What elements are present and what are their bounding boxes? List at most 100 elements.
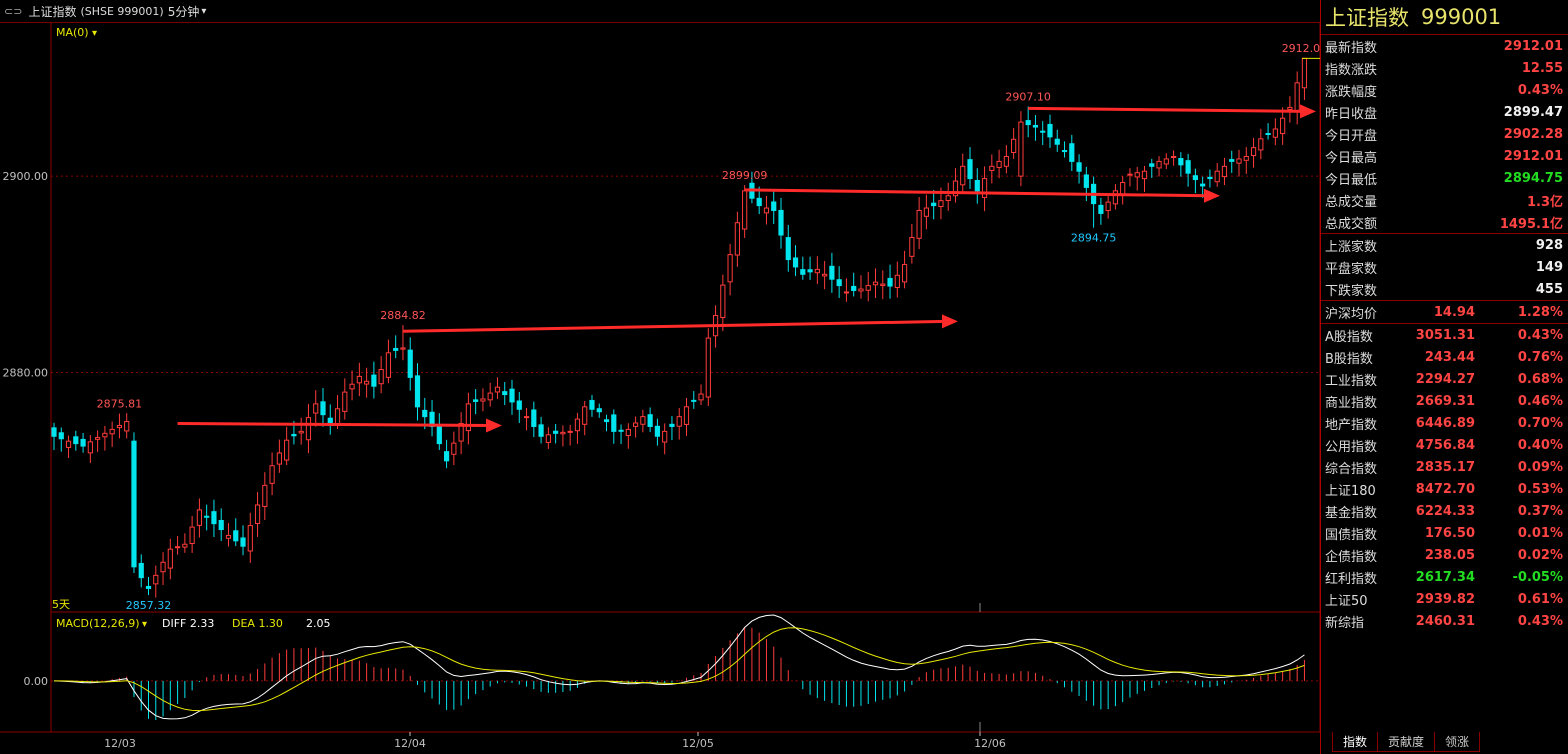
index-row[interactable]: 商业指数 2669.31 0.46% [1321,390,1568,412]
price-annotation: 2884.82 [380,309,426,322]
row-value: 2835.17 [1415,459,1475,475]
candle-body [611,414,617,432]
candle-body [807,269,813,273]
row-label: 上证50 [1325,593,1368,609]
tab-2[interactable]: 领涨 [1434,732,1481,752]
candle-body [1294,82,1300,112]
row-pct: 0.43% [1517,327,1563,343]
candle-body [887,277,893,287]
candle-body [407,349,413,378]
chart-window-icon[interactable]: ⊂⊃ [4,4,23,18]
row-value: 176.50 [1424,525,1475,541]
tab-1[interactable]: 贡献度 [1377,732,1436,752]
candle-body [422,409,428,418]
candle-body [487,392,493,401]
candle-body [618,429,624,432]
index-row[interactable]: 企债指数 238.05 0.02% [1321,544,1568,566]
index-row[interactable]: 红利指数 2617.34 -0.05% [1321,566,1568,588]
trend-arrow-line [402,319,947,333]
index-row[interactable]: 地产指数 6446.89 0.70% [1321,412,1568,434]
candle-body [1163,158,1169,165]
row-value: 2894.75 [1503,170,1563,186]
quote-row[interactable]: 指数涨跌 12.55 [1321,57,1568,79]
price-tick-label: 2900.00 [3,170,49,183]
trend-arrow-head [1300,104,1316,119]
candle-body [865,285,871,291]
row-pct: 0.68% [1517,371,1563,387]
candle-body [625,428,631,436]
candle-body [124,421,130,432]
kline-chart[interactable]: 2900.00 2880.00 0.00 2875.81 2857.32 2884.82 2… [0,0,1320,754]
candle-body [298,430,304,434]
candle-body [313,403,319,414]
candle-body [225,534,232,539]
candle-body [814,268,820,274]
quote-row[interactable]: 今日开盘 2902.28 [1321,123,1568,145]
candle-body [269,465,275,484]
row-value: 12.55 [1521,60,1563,76]
quote-row[interactable]: 总成交量 1.3亿 [1321,189,1568,211]
candle-body [720,284,726,319]
index-row[interactable]: 上证50 2939.82 0.61% [1321,588,1568,610]
period-selector[interactable]: 5分钟 ▾ [168,3,207,20]
candle-body [691,399,697,402]
row-label: 涨跌幅度 [1325,84,1378,100]
quote-row[interactable]: 最新指数 2912.01 [1321,35,1568,57]
candle-body [247,525,253,552]
row-pct: 0.46% [1517,393,1563,409]
candle-body [240,537,246,547]
candle-body [1054,138,1060,145]
trend-arrow-head [942,314,958,329]
row-label: 昨日收盘 [1325,106,1378,122]
quote-row[interactable]: 涨跌幅度 0.43% [1321,79,1568,101]
breadth-row[interactable]: 平盘家数 149 [1321,256,1568,278]
row-label: 新综指 [1325,615,1365,631]
candle-body [705,337,711,398]
candle-body [756,197,762,207]
row-label: 商业指数 [1325,395,1378,411]
candle-body [400,347,406,350]
quote-row[interactable]: 总成交额 1495.1亿 [1321,211,1568,233]
candle-body [284,439,290,461]
price-annotation: 2912.01 [1282,42,1320,55]
candle-body [574,418,581,432]
candle-body [662,430,668,443]
candle-body [196,509,203,526]
row-pct: 0.09% [1517,459,1563,475]
candle-body [116,424,123,429]
candle-body [1170,155,1177,158]
tab-0[interactable]: 指数 [1332,732,1379,752]
time-tick-label: 12/04 [394,737,426,750]
price-annotation: 2907.10 [1005,90,1051,103]
index-row[interactable]: 公用指数 4756.84 0.40% [1321,434,1568,456]
index-row[interactable]: A股指数 3051.31 0.43% [1321,324,1568,346]
candle-body [204,515,210,518]
macd-dea-line [54,627,1305,712]
candle-body [480,398,486,402]
span-label: 5天 [52,598,70,611]
diff-value-label: DIFF 2.33 [162,617,214,630]
candle-body [734,222,740,256]
quote-row[interactable]: 昨日收盘 2899.47 [1321,101,1568,123]
candle-body [254,504,261,524]
candle-body [1156,160,1162,169]
index-row[interactable]: 国债指数 176.50 0.01% [1321,522,1568,544]
breadth-row[interactable]: 上涨家数 928 [1321,234,1568,256]
index-row[interactable]: 工业指数 2294.27 0.68% [1321,368,1568,390]
quote-row[interactable]: 今日最低 2894.75 [1321,167,1568,189]
row-value: 2669.31 [1415,393,1475,409]
candle-body [1040,130,1046,133]
index-row[interactable]: 上证180 8472.70 0.53% [1321,478,1568,500]
quote-row[interactable]: 今日最高 2912.01 [1321,145,1568,167]
breadth-row[interactable]: 下跌家数 455 [1321,278,1568,300]
row-label: 企债指数 [1325,549,1378,565]
index-code: 999001 [1421,5,1502,29]
candle-body [1141,170,1148,180]
candle-body [364,380,370,385]
index-row[interactable]: 新综指 2460.31 0.43% [1321,610,1568,632]
avg-price-row[interactable]: 沪深均价 14.94 1.28% [1321,300,1568,323]
index-row[interactable]: B股指数 243.44 0.76% [1321,346,1568,368]
index-row[interactable]: 综合指数 2835.17 0.09% [1321,456,1568,478]
index-row[interactable]: 基金指数 6224.33 0.37% [1321,500,1568,522]
row-label: 今日开盘 [1325,128,1378,144]
